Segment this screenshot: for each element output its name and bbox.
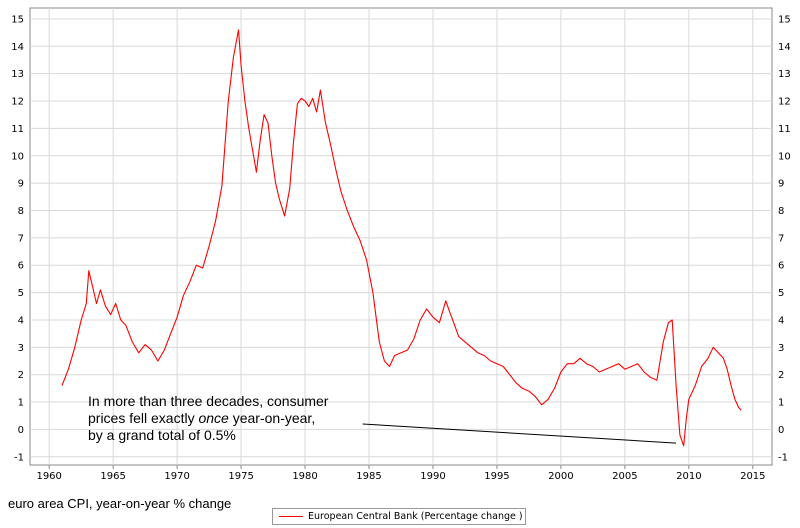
x-tick-label: 1975 [228,471,253,482]
x-tick-label: 1965 [100,471,125,482]
y-tick-label-right: 0 [778,425,784,436]
y-tick-label: 4 [18,315,24,326]
y-tick-label: 12 [11,97,24,108]
y-tick-label: 15 [11,14,24,25]
y-tick-label-right: 15 [778,14,791,25]
annotation-text: In more than three decades, consumer pri… [88,393,348,444]
annotation-line-1: In more than three decades, consumer [88,393,329,409]
y-tick-label-right: 3 [778,343,784,354]
legend-swatch [279,516,303,517]
y-tick-label: 2 [18,370,24,381]
y-tick-label: 9 [18,179,24,190]
y-tick-label-right: 12 [778,97,791,108]
y-tick-label-right: 7 [778,233,784,244]
x-tick-label: 2005 [612,471,637,482]
x-tick-label: 1970 [164,471,189,482]
y-tick-label-right: 9 [778,179,784,190]
y-tick-label: 13 [11,69,24,80]
y-tick-label-right: 2 [778,370,784,381]
x-tick-label: 1960 [36,471,61,482]
y-tick-label-right: 14 [778,42,791,53]
y-tick-label-right: 6 [778,261,784,272]
y-tick-label: 1 [18,398,24,409]
y-tick-label: 7 [18,233,24,244]
y-tick-label: -1 [14,452,24,463]
x-tick-label: 1980 [292,471,317,482]
y-tick-label-right: 1 [778,398,784,409]
x-tick-label: 2015 [740,471,765,482]
y-tick-label: 10 [11,151,24,162]
y-tick-label-right: 5 [778,288,784,299]
series-group [61,29,742,447]
y-tick-label-right: -1 [778,452,788,463]
x-tick-label: 1985 [356,471,381,482]
y-tick-label: 14 [11,42,24,53]
y-tick-label: 5 [18,288,24,299]
y-tick-label: 11 [11,124,24,135]
x-tick-label: 1990 [420,471,445,482]
annotation-line-3: by a grand total of 0.5% [88,427,236,443]
chart-caption: euro area CPI, year-on-year % change [8,496,232,511]
y-tick-label-right: 13 [778,69,791,80]
y-tick-label-right: 8 [778,206,784,217]
grid [30,8,772,469]
annotation-line-2c: year-on-year, [228,410,316,426]
x-tick-label: 1995 [484,471,509,482]
y-tick-label-right: 11 [778,124,791,135]
legend: European Central Bank (Percentage change… [272,508,526,525]
annotation-emphasis: once [198,410,229,426]
annotation-pointer-line [362,423,677,444]
y-tick-label: 3 [18,343,24,354]
annotation-line-2a: prices fell exactly [88,410,199,426]
y-tick-label-right: 4 [778,315,784,326]
y-tick-label: 6 [18,261,24,272]
y-tick-label: 0 [18,425,24,436]
y-tick-label: 8 [18,206,24,217]
y-tick-label-right: 10 [778,151,791,162]
x-tick-labels: 1960 1965 1970 1975 1980 1985 1990 1995 2000 2005… [36,471,765,482]
x-tick-label: 2000 [548,471,573,482]
series-line [61,29,742,447]
plot-area [29,7,773,466]
x-tick-label: 2010 [676,471,701,482]
legend-label: European Central Bank (Percentage change… [308,511,523,522]
